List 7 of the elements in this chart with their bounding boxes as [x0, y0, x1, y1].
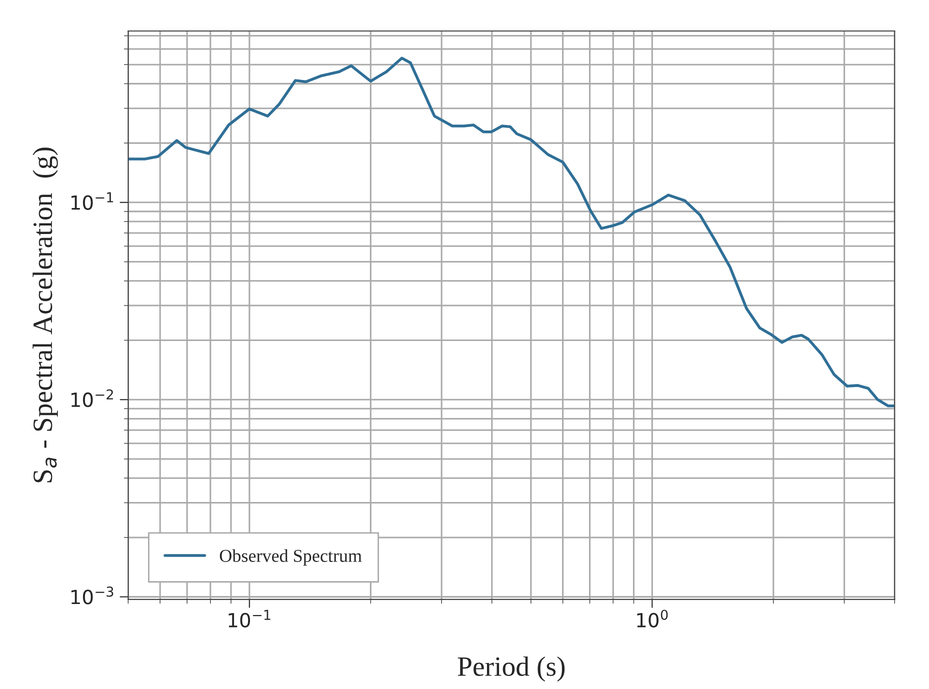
y-tick-label: 10$^{−1}$ — [71, 192, 114, 210]
y-tick-label: 10$^{−2}$ — [71, 389, 113, 408]
x-tick-label: 10$^{0}$ — [637, 610, 668, 628]
y-axis-title: S$_{a}$ - Spectral Acceleration (g) — [32, 148, 58, 482]
x-axis-title: Period (s) — [458, 656, 565, 682]
legend-label: Observed Spectrum — [220, 549, 362, 566]
y-tick-label: 10$^{−3}$ — [71, 586, 114, 604]
